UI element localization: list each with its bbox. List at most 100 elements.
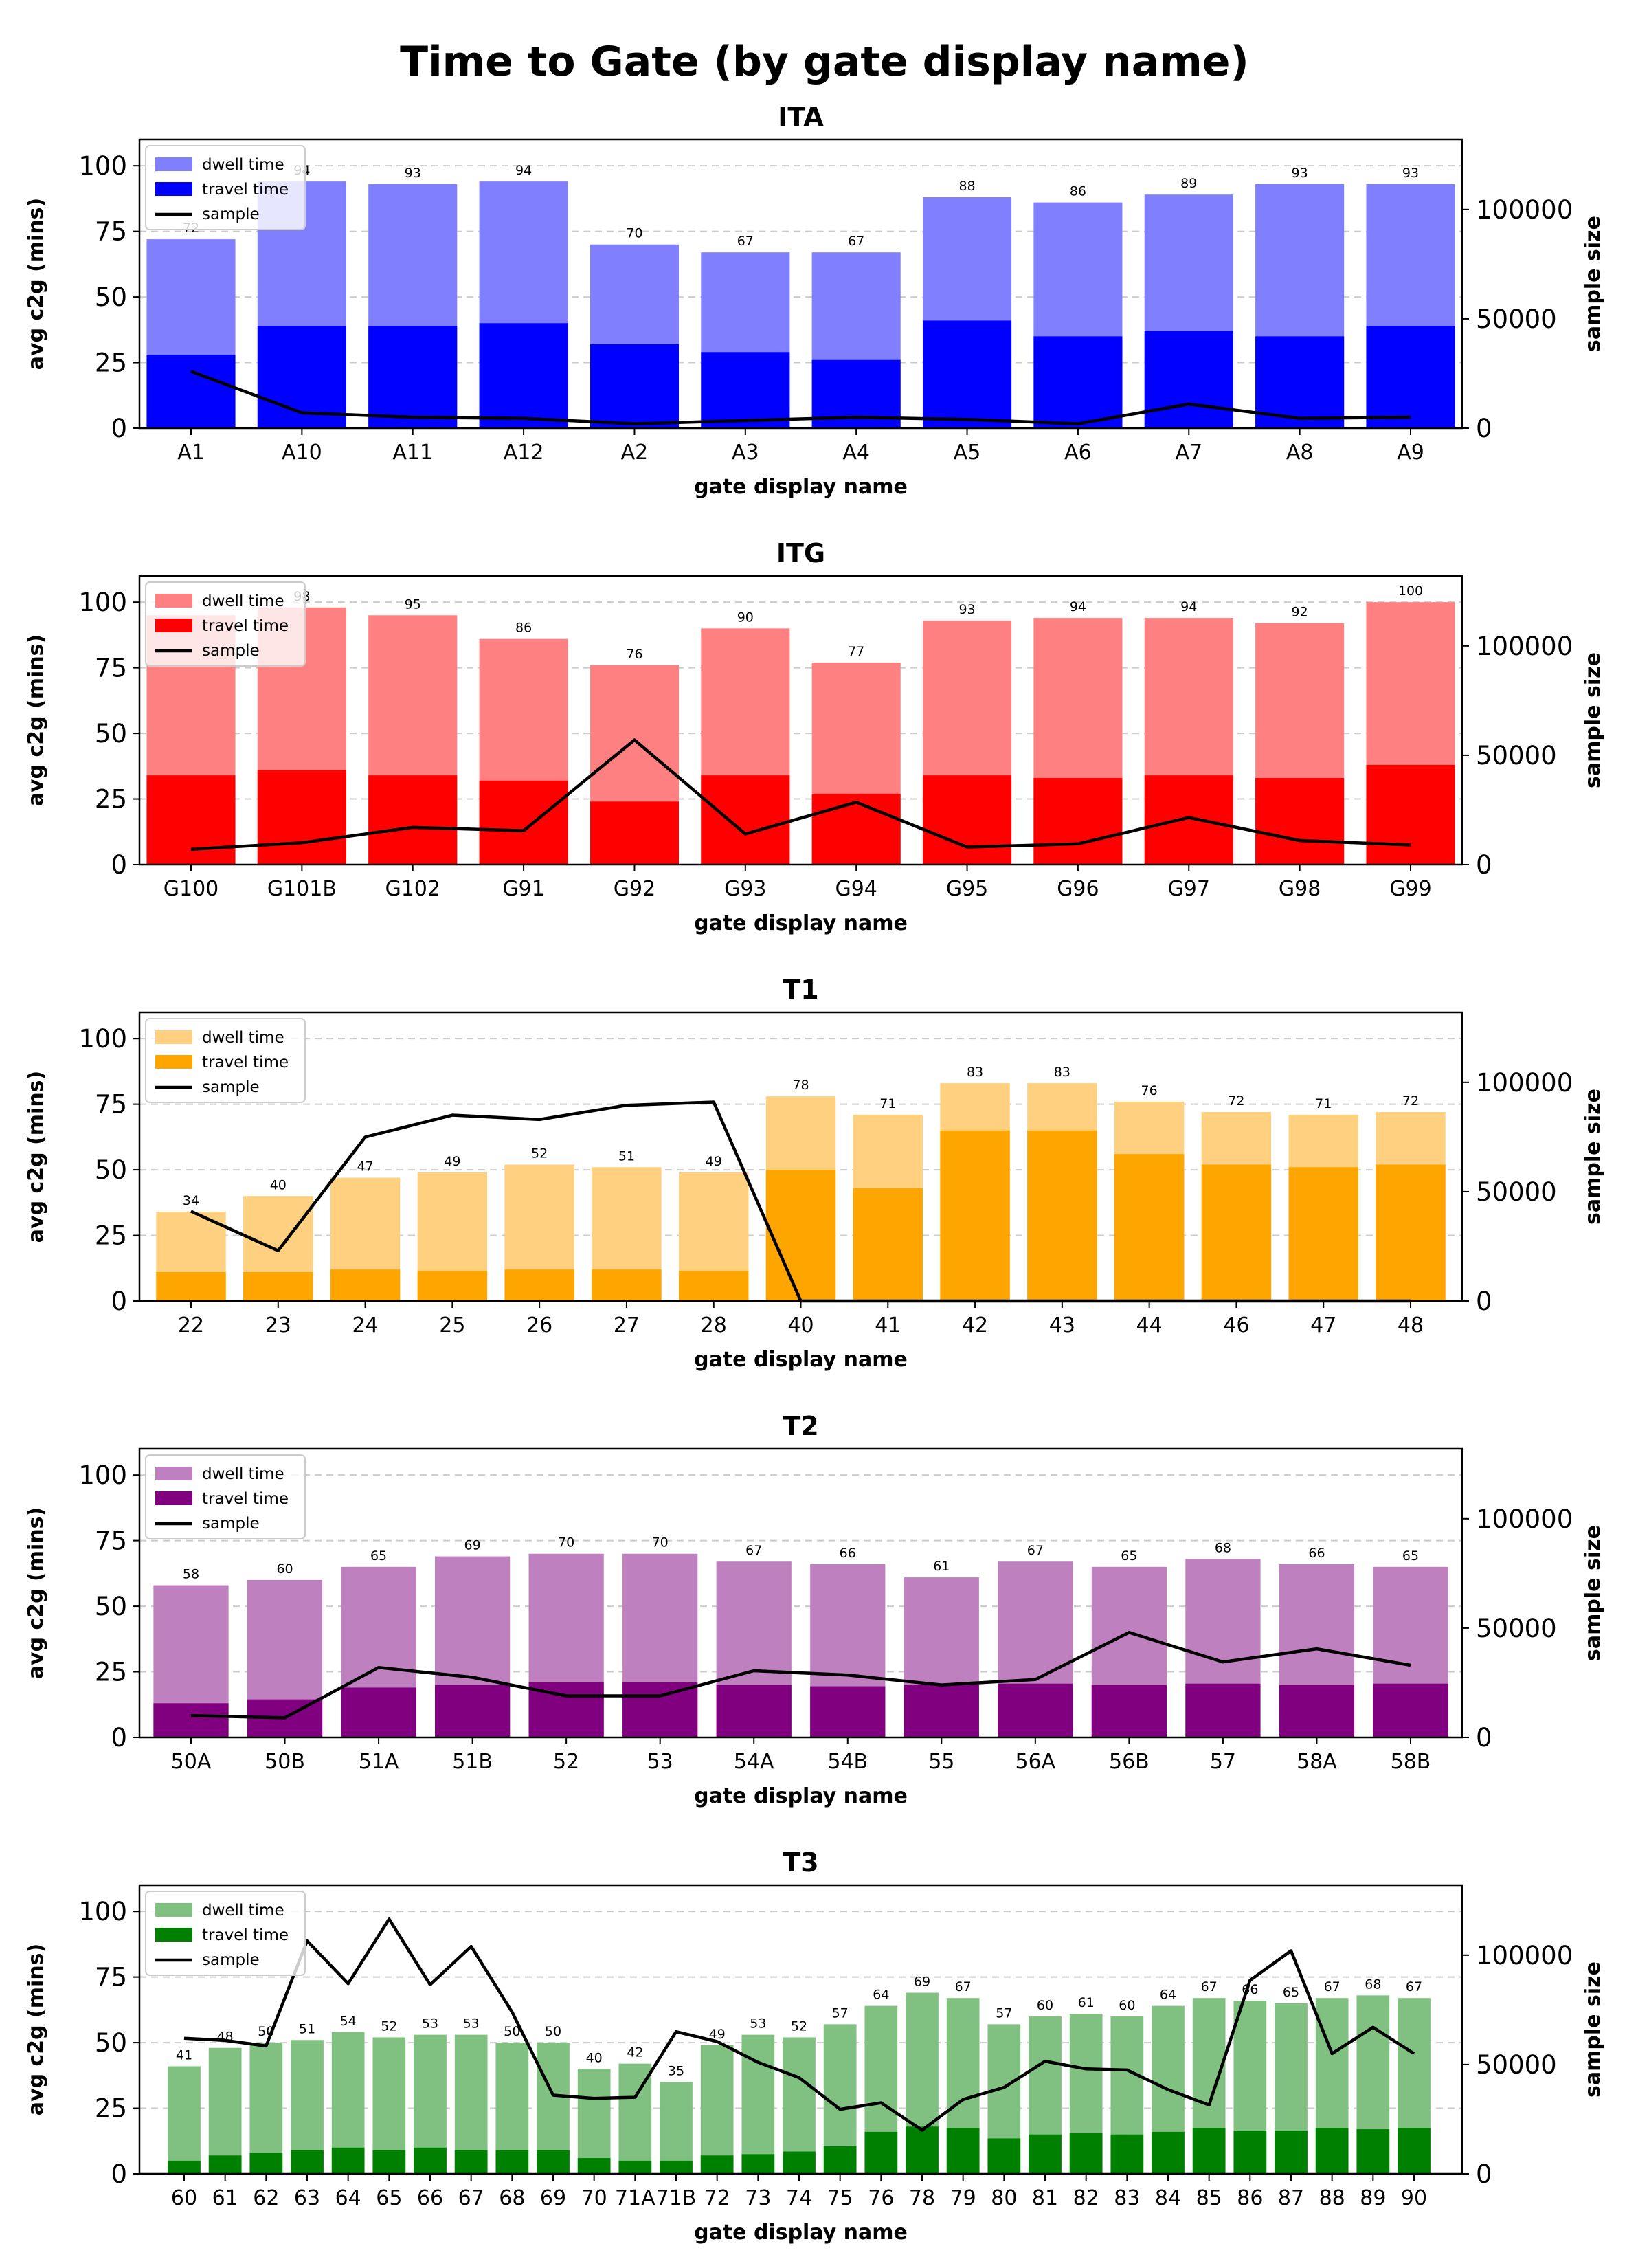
x-tick-label: 80 (991, 2186, 1017, 2210)
x-axis-label: gate display name (694, 911, 908, 935)
x-tick-label: 47 (1310, 1313, 1336, 1337)
data-label: 64 (1160, 1988, 1176, 2003)
bar-dwell-time (208, 2047, 242, 2174)
x-axis-label: gate display name (694, 1348, 908, 1372)
x-tick-label: 68 (499, 2186, 525, 2210)
x-tick-label: 54A (734, 1750, 774, 1774)
x-tick-label: A11 (392, 441, 433, 465)
legend-swatch-dwell (155, 1903, 192, 1917)
bar-travel-time (479, 780, 568, 865)
y2-axis-label: sample size (1581, 1961, 1605, 2098)
data-label: 50 (504, 2024, 520, 2039)
bar-travel-time (1144, 775, 1233, 865)
y2-tick-label: 100000 (1476, 195, 1573, 225)
data-label: 35 (668, 2063, 684, 2078)
data-label: 93 (958, 602, 975, 617)
bar-dwell-time (700, 2045, 734, 2174)
data-label: 65 (370, 1548, 387, 1564)
y-axis-label: avg c2g (mins) (24, 1944, 48, 2115)
x-tick-label: 40 (787, 1313, 814, 1337)
x-tick-label: G98 (1279, 877, 1321, 901)
data-label: 47 (357, 1159, 373, 1175)
bar-dwell-time (168, 2066, 201, 2174)
plot-frame (138, 1447, 1463, 1739)
bar-travel-time (208, 2155, 242, 2174)
bar-travel-time (1356, 2129, 1390, 2174)
legend-label: dwell time (202, 1029, 284, 1047)
sample-line (190, 370, 1411, 425)
bar-travel-time (1029, 2134, 1062, 2174)
x-tick-label: G101B (267, 877, 337, 901)
data-label: 50 (545, 2024, 561, 2039)
bar-dwell-time (783, 2037, 816, 2174)
bar-travel-time (923, 320, 1012, 428)
x-tick-label: 83 (1114, 2186, 1140, 2210)
y-tick-label: 100 (78, 1024, 127, 1054)
y-axis-label: avg c2g (mins) (24, 198, 48, 370)
bar-travel-time (146, 775, 236, 865)
bar-travel-time (537, 2150, 570, 2174)
bar-travel-time (331, 2147, 365, 2174)
bar-travel-time (940, 1130, 1010, 1301)
y-tick-label: 100 (78, 1897, 127, 1926)
y2-axis-label: sample size (1581, 1525, 1605, 1661)
bar-travel-time (590, 344, 679, 428)
data-label: 60 (1037, 1998, 1053, 2013)
y2-tick-label: 0 (1476, 2159, 1492, 2189)
bar-travel-time (368, 326, 458, 428)
x-tick-label: 51A (359, 1750, 399, 1774)
y-tick-label: 50 (95, 2028, 127, 2058)
y-tick-label: 25 (95, 1658, 127, 1687)
bar-travel-time (810, 1686, 886, 1737)
data-label: 76 (626, 647, 642, 662)
bar-travel-time (1288, 1167, 1358, 1301)
legend-label: sample (202, 205, 260, 223)
x-tick-label: G91 (502, 877, 544, 901)
bar-travel-time (946, 2128, 980, 2174)
x-tick-label: 62 (253, 2186, 279, 2210)
bar-travel-time (783, 2151, 816, 2174)
legend-swatch-dwell (155, 157, 192, 171)
x-tick-label: A10 (282, 441, 322, 465)
y-tick-label: 25 (95, 348, 127, 378)
x-tick-label: G92 (614, 877, 655, 901)
y-tick-label: 50 (95, 282, 127, 312)
data-label: 51 (618, 1148, 635, 1164)
x-tick-label: A9 (1397, 441, 1424, 465)
data-label: 40 (270, 1177, 287, 1192)
data-label: 65 (1283, 1985, 1299, 2000)
x-tick-label: 50B (265, 1750, 305, 1774)
legend-label: travel time (202, 1926, 289, 1944)
bar-travel-time (330, 1269, 401, 1301)
y-tick-label: 50 (95, 1155, 127, 1185)
x-tick-label: 54B (827, 1750, 868, 1774)
x-tick-label: 73 (745, 2186, 771, 2210)
x-tick-label: 87 (1278, 2186, 1304, 2210)
y-axis-label: avg c2g (mins) (24, 1507, 48, 1679)
bar-travel-time (1091, 1685, 1167, 1737)
data-label: 57 (996, 2005, 1012, 2021)
bar-travel-time (1366, 326, 1455, 428)
x-tick-label: 27 (614, 1313, 640, 1337)
bar-travel-time (660, 2160, 693, 2174)
x-tick-label: 64 (335, 2186, 361, 2210)
legend-swatch-dwell (155, 1030, 192, 1044)
x-tick-label: 25 (439, 1313, 465, 1337)
bar-travel-time (1275, 2131, 1308, 2174)
bar-travel-time (1185, 1683, 1261, 1737)
data-label: 70 (558, 1535, 574, 1550)
data-label: 90 (737, 610, 754, 625)
x-tick-label: G93 (724, 877, 766, 901)
x-tick-label: 52 (553, 1750, 579, 1774)
y2-axis-label: sample size (1581, 216, 1605, 352)
y-tick-label: 100 (78, 1460, 127, 1490)
y-axis-label: avg c2g (mins) (24, 1071, 48, 1243)
bar-travel-time (168, 2160, 201, 2174)
x-tick-label: 84 (1155, 2186, 1181, 2210)
x-tick-label: G97 (1168, 877, 1210, 901)
bar-travel-time (1033, 336, 1123, 428)
data-label: 34 (183, 1193, 199, 1208)
data-label: 67 (745, 1543, 762, 1558)
bar-travel-time (153, 1703, 229, 1737)
legend-label: sample (202, 1515, 260, 1533)
